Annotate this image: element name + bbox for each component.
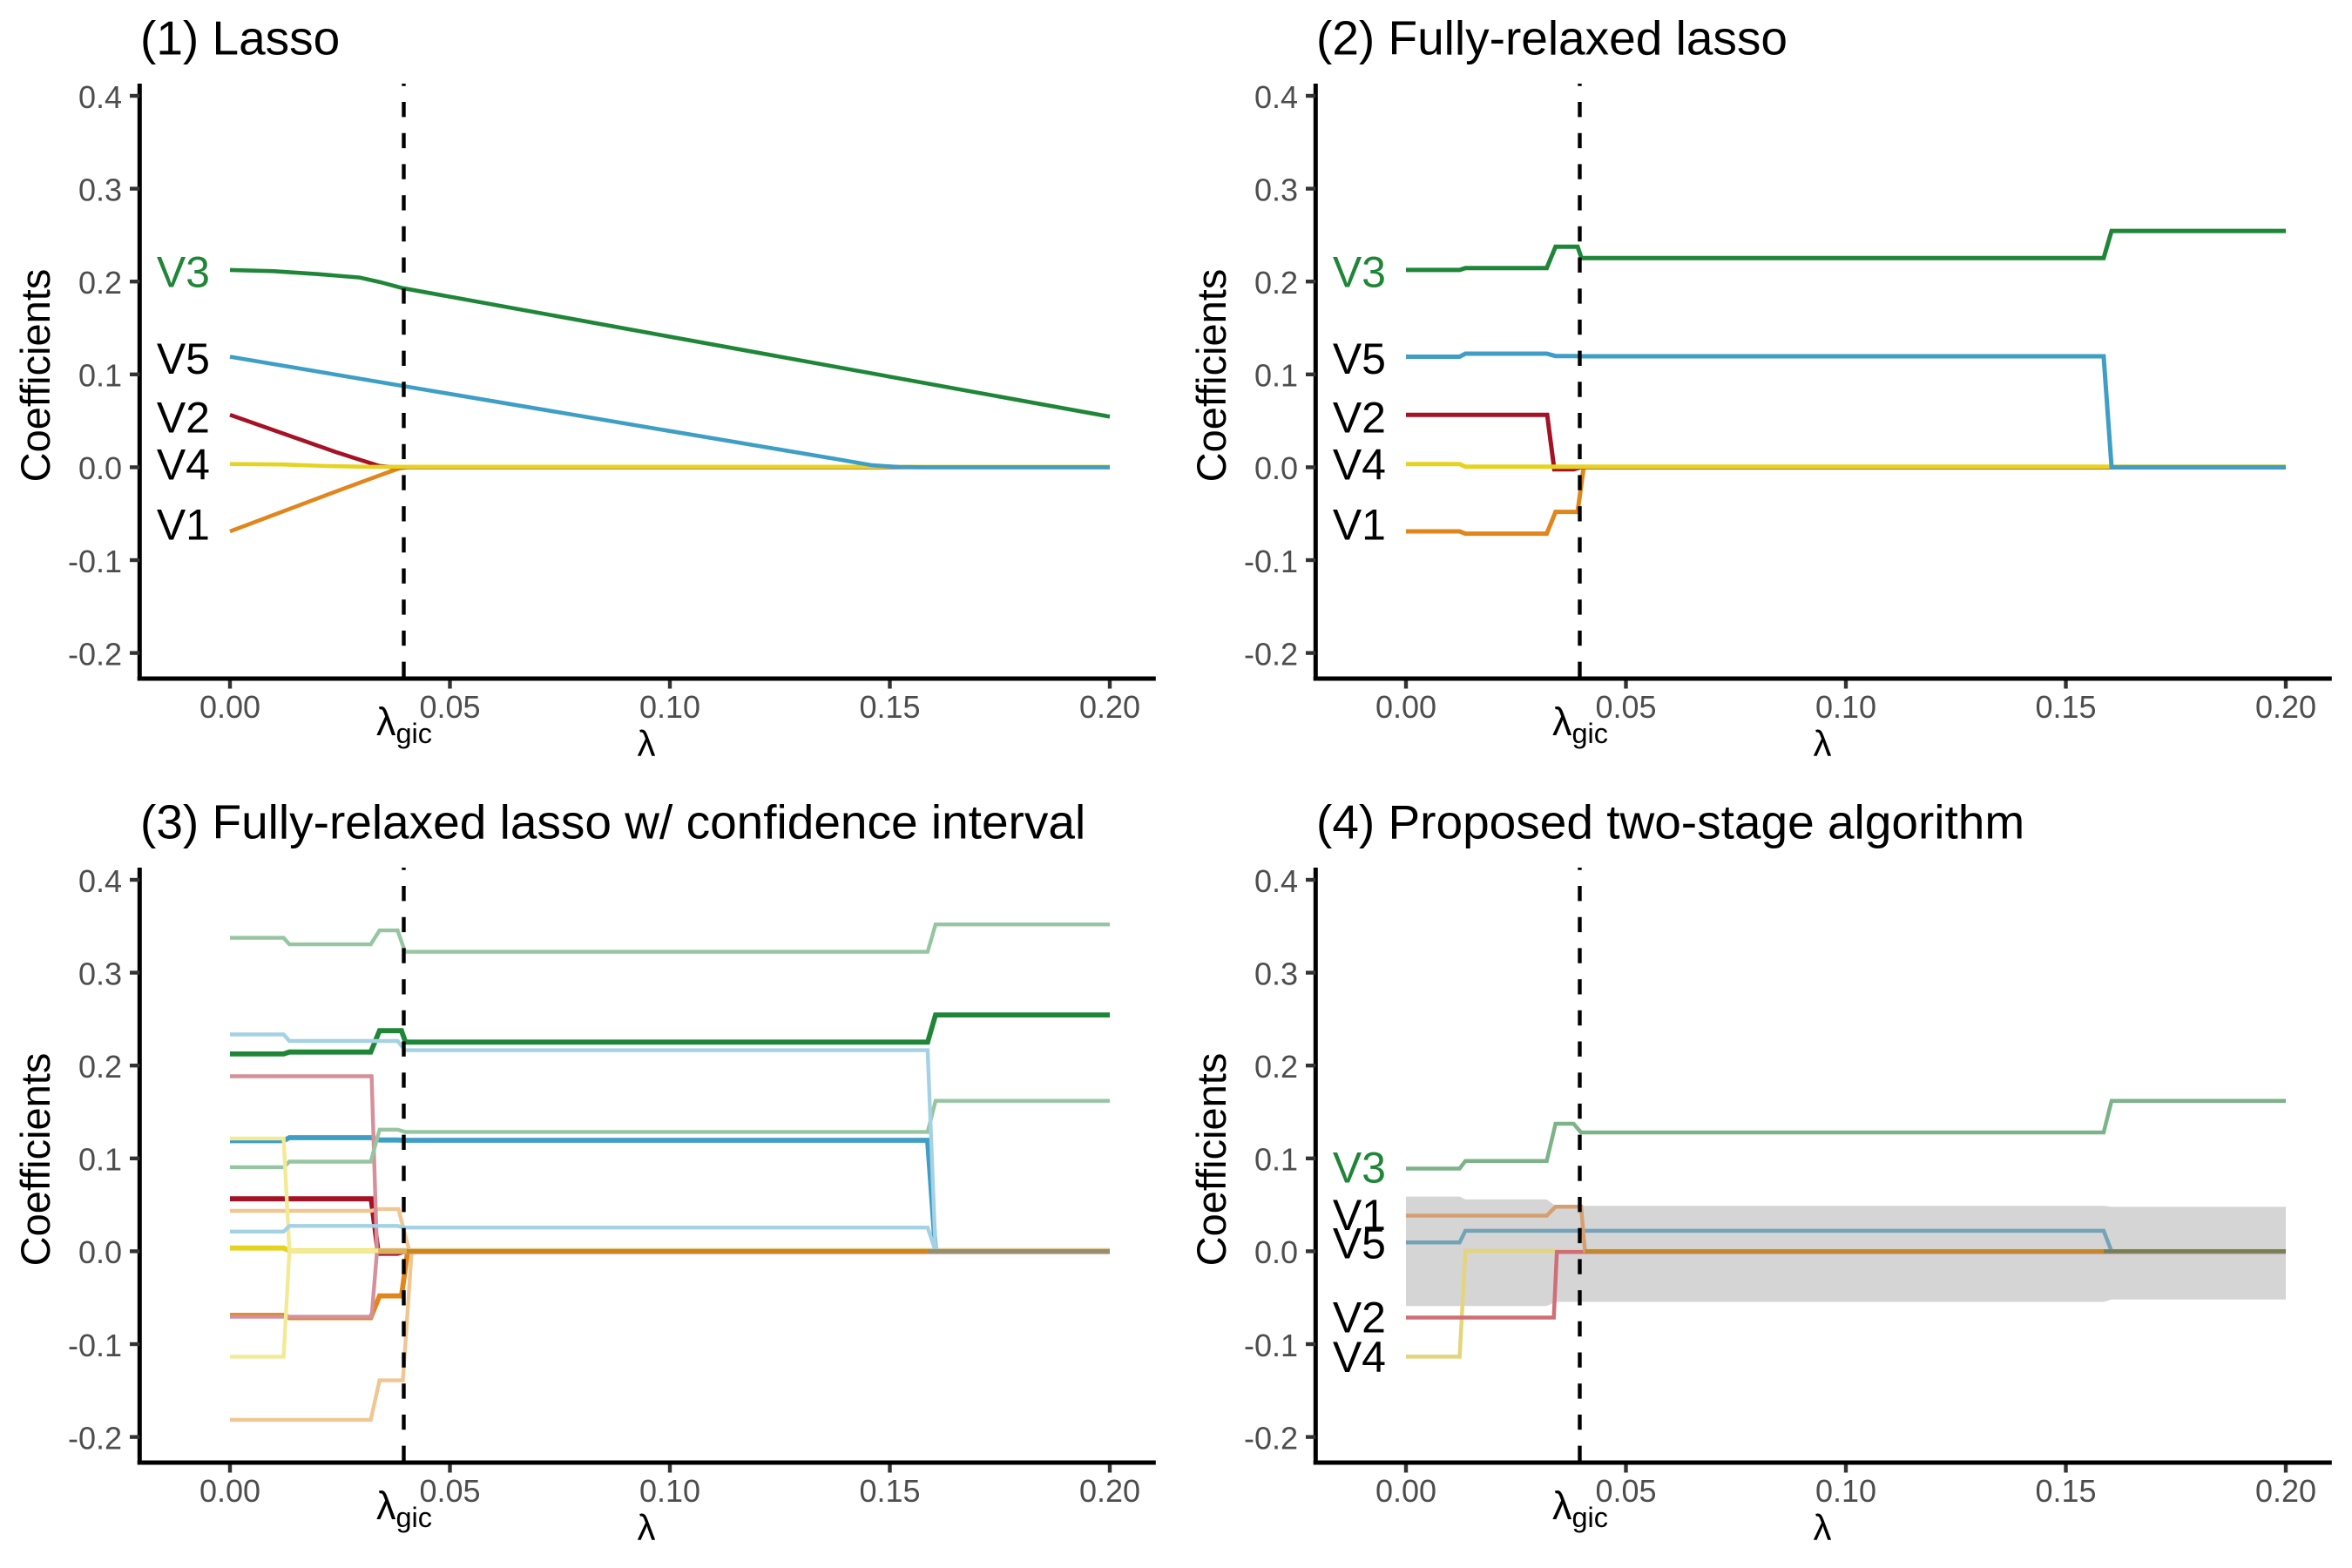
svg-text:V4: V4: [157, 441, 210, 490]
svg-text:λ: λ: [638, 723, 656, 764]
svg-text:V3: V3: [1333, 1144, 1386, 1193]
svg-text:0.3: 0.3: [1254, 956, 1298, 991]
svg-text:Coefficients: Coefficients: [12, 1053, 58, 1267]
svg-text:-0.1: -0.1: [68, 544, 122, 579]
svg-text:V5: V5: [1333, 1219, 1386, 1267]
svg-text:V2: V2: [1333, 1294, 1386, 1342]
svg-text:(1) Lasso: (1) Lasso: [140, 11, 340, 65]
svg-text:0.0: 0.0: [1254, 450, 1298, 486]
svg-text:0.1: 0.1: [78, 358, 122, 394]
svg-text:0.10: 0.10: [1815, 689, 1876, 725]
svg-text:V2: V2: [157, 394, 210, 443]
svg-text:0.3: 0.3: [1254, 172, 1298, 207]
svg-text:0.4: 0.4: [1254, 863, 1298, 899]
svg-text:-0.2: -0.2: [1244, 636, 1298, 672]
svg-text:(4) Proposed two-stage algorit: (4) Proposed two-stage algorithm: [1316, 795, 2024, 849]
svg-text:0.1: 0.1: [1254, 358, 1298, 394]
svg-text:0.20: 0.20: [1079, 1473, 1140, 1509]
svg-text:0.05: 0.05: [419, 1473, 480, 1509]
svg-text:Coefficients: Coefficients: [1188, 1053, 1234, 1267]
svg-text:0.2: 0.2: [1254, 1049, 1298, 1085]
svg-text:0.20: 0.20: [2255, 689, 2316, 725]
svg-text:-0.1: -0.1: [68, 1328, 122, 1363]
svg-text:0.20: 0.20: [1079, 689, 1140, 725]
svg-text:λ: λ: [1814, 723, 1832, 764]
svg-text:0.2: 0.2: [78, 1049, 122, 1085]
svg-text:0.20: 0.20: [2255, 1473, 2316, 1509]
svg-text:0.3: 0.3: [78, 956, 122, 991]
svg-text:0.2: 0.2: [1254, 265, 1298, 301]
svg-text:0.05: 0.05: [1595, 1473, 1656, 1509]
svg-text:0.15: 0.15: [2035, 1473, 2096, 1509]
svg-text:λ: λ: [638, 1507, 656, 1548]
svg-text:0.00: 0.00: [1375, 1473, 1436, 1509]
svg-text:0.00: 0.00: [199, 1473, 260, 1509]
svg-text:0.10: 0.10: [1815, 1473, 1876, 1509]
svg-text:V5: V5: [157, 335, 210, 383]
svg-text:0.1: 0.1: [1254, 1142, 1298, 1178]
svg-text:0.15: 0.15: [2035, 689, 2096, 725]
svg-text:(3) Fully-relaxed lasso w/ con: (3) Fully-relaxed lasso w/ confidence in…: [140, 795, 1085, 849]
svg-text:0.4: 0.4: [78, 863, 122, 899]
svg-text:V4: V4: [1333, 441, 1386, 490]
svg-text:0.15: 0.15: [859, 689, 920, 725]
svg-text:0.00: 0.00: [1375, 689, 1436, 725]
svg-text:V5: V5: [1333, 335, 1386, 383]
svg-text:V3: V3: [157, 248, 210, 297]
svg-text:0.0: 0.0: [1254, 1234, 1298, 1270]
svg-text:-0.2: -0.2: [68, 1420, 122, 1456]
svg-text:0.05: 0.05: [1595, 689, 1656, 725]
svg-text:0.0: 0.0: [78, 1234, 122, 1270]
svg-text:Coefficients: Coefficients: [1188, 269, 1234, 483]
svg-text:V2: V2: [1333, 394, 1386, 443]
svg-text:V3: V3: [1333, 248, 1386, 297]
svg-text:-0.1: -0.1: [1244, 544, 1298, 579]
svg-text:V4: V4: [1333, 1333, 1386, 1382]
svg-text:λgic: λgic: [1552, 1484, 1608, 1533]
svg-text:0.10: 0.10: [639, 689, 700, 725]
svg-text:0.00: 0.00: [199, 689, 260, 725]
svg-text:0.4: 0.4: [1254, 79, 1298, 115]
svg-text:V1: V1: [157, 500, 210, 549]
svg-text:0.0: 0.0: [78, 450, 122, 486]
svg-text:V1: V1: [1333, 1191, 1386, 1240]
svg-text:0.1: 0.1: [78, 1142, 122, 1178]
svg-text:0.05: 0.05: [419, 689, 480, 725]
svg-text:0.4: 0.4: [78, 79, 122, 115]
svg-text:V1: V1: [1333, 500, 1386, 549]
svg-text:0.15: 0.15: [859, 1473, 920, 1509]
svg-text:(2) Fully-relaxed lasso: (2) Fully-relaxed lasso: [1316, 11, 1788, 65]
svg-text:-0.2: -0.2: [68, 636, 122, 672]
svg-text:-0.2: -0.2: [1244, 1420, 1298, 1456]
svg-text:0.3: 0.3: [78, 172, 122, 207]
svg-text:0.10: 0.10: [639, 1473, 700, 1509]
svg-text:λ: λ: [1814, 1507, 1832, 1548]
svg-text:-0.1: -0.1: [1244, 1328, 1298, 1363]
svg-text:Coefficients: Coefficients: [12, 269, 58, 483]
svg-text:0.2: 0.2: [78, 265, 122, 301]
